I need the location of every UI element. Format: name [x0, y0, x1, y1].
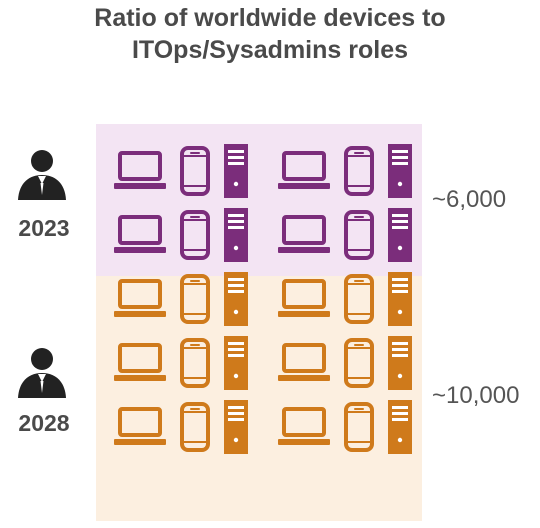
- server-tower-2028-icon: [224, 272, 248, 326]
- phone-2023-icon: [344, 146, 374, 196]
- year-label-2023: 2023: [18, 215, 70, 241]
- ratio-label-2023: ~6,000: [432, 186, 507, 213]
- chart-title: Ratio of worldwide devices to ITOps/Sysa…: [0, 2, 540, 66]
- phone-2028-icon: [344, 402, 374, 452]
- laptop-2028-icon: [114, 343, 166, 381]
- phone-2028-icon: [180, 338, 210, 388]
- year-label-2028: 2028: [18, 410, 70, 436]
- ratio-label-2028: ~10,000: [432, 382, 520, 409]
- device-icon-grid: [114, 144, 412, 454]
- phone-2023-icon: [180, 210, 210, 260]
- person-icon-2023: [18, 150, 66, 200]
- server-tower-2028-icon: [388, 400, 412, 454]
- chart-title-line-1: Ratio of worldwide devices to: [94, 4, 446, 32]
- server-tower-2028-icon: [388, 336, 412, 390]
- server-tower-2023-icon: [224, 208, 248, 262]
- laptop-2028-icon: [114, 407, 166, 445]
- person-icon-2028: [18, 348, 66, 398]
- laptop-2023-icon: [278, 215, 330, 253]
- laptop-2028-icon: [278, 407, 330, 445]
- phone-2023-icon: [344, 210, 374, 260]
- server-tower-2028-icon: [224, 336, 248, 390]
- laptop-2028-icon: [278, 343, 330, 381]
- server-tower-2023-icon: [388, 208, 412, 262]
- phone-2028-icon: [344, 274, 374, 324]
- laptop-2023-icon: [278, 151, 330, 189]
- chart-title-line-2: ITOps/Sysadmins roles: [131, 36, 409, 64]
- laptop-2023-icon: [114, 215, 166, 253]
- server-tower-2023-icon: [224, 144, 248, 198]
- server-tower-2028-icon: [224, 400, 248, 454]
- phone-2023-icon: [180, 146, 210, 196]
- server-tower-2023-icon: [388, 144, 412, 198]
- laptop-2023-icon: [114, 151, 166, 189]
- laptop-2028-icon: [114, 279, 166, 317]
- laptop-2028-icon: [278, 279, 330, 317]
- phone-2028-icon: [344, 338, 374, 388]
- phone-2028-icon: [180, 402, 210, 452]
- phone-2028-icon: [180, 274, 210, 324]
- server-tower-2028-icon: [388, 272, 412, 326]
